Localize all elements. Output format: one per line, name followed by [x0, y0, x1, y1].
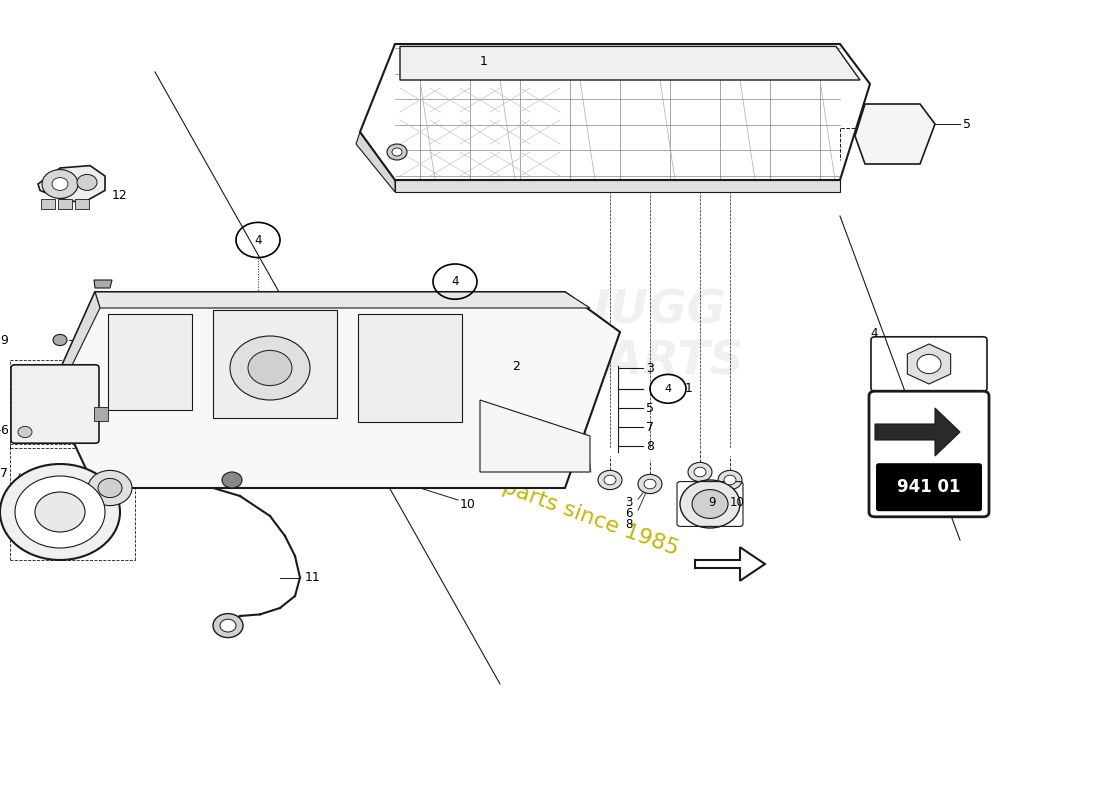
Circle shape: [598, 470, 622, 490]
Text: 4: 4: [254, 234, 262, 246]
Circle shape: [35, 492, 85, 532]
FancyBboxPatch shape: [11, 365, 99, 443]
FancyBboxPatch shape: [41, 199, 55, 209]
Text: 7: 7: [646, 421, 654, 434]
Text: 3: 3: [625, 496, 632, 509]
Circle shape: [98, 478, 122, 498]
Text: 12: 12: [112, 189, 128, 202]
Circle shape: [917, 354, 940, 374]
Text: JUGG
PARTS: JUGG PARTS: [576, 287, 744, 385]
Circle shape: [644, 479, 656, 489]
Text: 5: 5: [646, 402, 654, 414]
Polygon shape: [395, 180, 840, 192]
FancyBboxPatch shape: [876, 463, 982, 511]
Circle shape: [42, 170, 78, 198]
Circle shape: [222, 472, 242, 488]
Polygon shape: [480, 400, 590, 472]
Polygon shape: [50, 292, 620, 488]
Text: 8: 8: [625, 518, 632, 531]
FancyBboxPatch shape: [108, 314, 192, 410]
Text: 5: 5: [962, 118, 971, 130]
Circle shape: [77, 174, 97, 190]
Text: a passion for parts since 1985: a passion for parts since 1985: [359, 425, 682, 559]
Circle shape: [230, 336, 310, 400]
Polygon shape: [94, 280, 112, 288]
FancyBboxPatch shape: [869, 391, 989, 517]
FancyBboxPatch shape: [94, 407, 108, 421]
Text: 8: 8: [646, 440, 654, 453]
Text: 6: 6: [625, 507, 632, 520]
Circle shape: [680, 480, 740, 528]
Circle shape: [15, 476, 105, 548]
Circle shape: [220, 619, 236, 632]
Text: 4: 4: [870, 327, 878, 340]
Text: 7: 7: [0, 467, 8, 480]
Polygon shape: [356, 132, 395, 192]
Circle shape: [18, 426, 32, 438]
Text: 6: 6: [0, 424, 8, 437]
FancyBboxPatch shape: [58, 199, 72, 209]
Text: 11: 11: [305, 571, 321, 584]
Text: 3: 3: [646, 362, 653, 374]
Polygon shape: [95, 292, 590, 308]
Circle shape: [0, 464, 120, 560]
Polygon shape: [908, 344, 950, 384]
Text: 1: 1: [685, 382, 693, 395]
Circle shape: [387, 144, 407, 160]
Circle shape: [88, 470, 132, 506]
Circle shape: [724, 475, 736, 485]
Circle shape: [52, 178, 68, 190]
Circle shape: [392, 148, 402, 156]
Text: 9: 9: [708, 496, 715, 509]
Polygon shape: [400, 46, 860, 80]
Circle shape: [694, 467, 706, 477]
Polygon shape: [39, 166, 104, 202]
Polygon shape: [874, 408, 960, 456]
Circle shape: [638, 474, 662, 494]
Text: 4: 4: [664, 384, 672, 394]
Circle shape: [718, 470, 743, 490]
Text: 2: 2: [512, 360, 520, 373]
Text: 4: 4: [451, 275, 459, 288]
Text: 1: 1: [480, 55, 488, 68]
FancyBboxPatch shape: [358, 314, 462, 422]
Circle shape: [692, 490, 728, 518]
FancyBboxPatch shape: [75, 199, 89, 209]
Text: 10: 10: [460, 498, 476, 510]
Circle shape: [688, 462, 712, 482]
Circle shape: [53, 334, 67, 346]
FancyBboxPatch shape: [213, 310, 337, 418]
Circle shape: [213, 614, 243, 638]
Text: 941 01: 941 01: [898, 478, 960, 496]
Circle shape: [248, 350, 292, 386]
Polygon shape: [855, 104, 935, 164]
Text: 10: 10: [730, 496, 745, 509]
Polygon shape: [50, 292, 100, 400]
Text: 9: 9: [0, 334, 8, 346]
Circle shape: [604, 475, 616, 485]
